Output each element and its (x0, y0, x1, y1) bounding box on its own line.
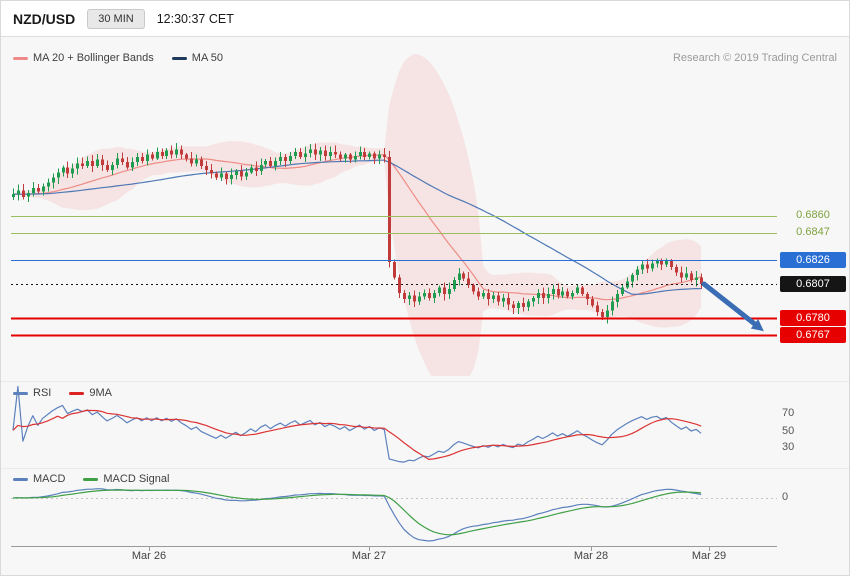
bollinger-swatch-icon (13, 56, 28, 60)
legend-label-9ma: 9MA (89, 387, 112, 399)
rsi-legend: RSI 9MA (13, 387, 112, 399)
x-label-mar29: Mar 29 (691, 550, 727, 562)
main-legend: MA 20 + Bollinger Bands MA 50 (13, 52, 223, 64)
legend-item-bollinger: MA 20 + Bollinger Bands (13, 52, 154, 64)
rsi-tick-50: 50 (782, 425, 795, 437)
x-label-mar28: Mar 28 (573, 550, 609, 562)
support-badge-6780: 0.6780 (780, 310, 846, 326)
last-price-badge: 0.6807 (780, 276, 846, 292)
macd-tick-0: 0 (782, 491, 789, 503)
symbol-title: NZD/USD (13, 10, 76, 27)
rsi-tick-70: 70 (782, 407, 795, 419)
support-badge-6767: 0.6767 (780, 327, 846, 343)
attribution-text: Research © 2019 Trading Central (672, 52, 837, 64)
legend-label-rsi: RSI (33, 387, 52, 399)
header: NZD/USD 30 MIN 12:30:37 CET (1, 1, 849, 37)
rsi-tick-30: 30 (782, 441, 795, 453)
rsi-swatch-icon (13, 391, 28, 395)
legend-item-rsi: RSI (13, 387, 51, 399)
legend-label-macd: MACD (33, 473, 66, 485)
pivot-price-badge: 0.6826 (780, 252, 846, 268)
legend-label-ma50: MA 50 (191, 52, 223, 64)
timeframe-button[interactable]: 30 MIN (87, 8, 145, 29)
x-label-mar27: Mar 27 (351, 550, 387, 562)
resistance-label-6860: 0.6860 (796, 209, 830, 221)
macd-signal-swatch-icon (83, 477, 99, 481)
nine-ma-swatch-icon (69, 391, 85, 395)
legend-item-9ma: 9MA (69, 387, 112, 399)
x-label-mar26: Mar 26 (131, 550, 167, 562)
clock: 12:30:37 CET (156, 11, 234, 26)
macd-swatch-icon (13, 477, 28, 481)
legend-label-macd-signal: MACD Signal (103, 473, 170, 485)
legend-item-macd: MACD (13, 473, 65, 485)
legend-item-macd-signal: MACD Signal (83, 473, 169, 485)
macd-legend: MACD MACD Signal (13, 473, 169, 485)
ma50-swatch-icon (171, 56, 187, 60)
legend-item-ma50: MA 50 (171, 52, 223, 64)
resistance-label-6847: 0.6847 (796, 226, 830, 238)
legend-label-bollinger: MA 20 + Bollinger Bands (33, 52, 154, 64)
